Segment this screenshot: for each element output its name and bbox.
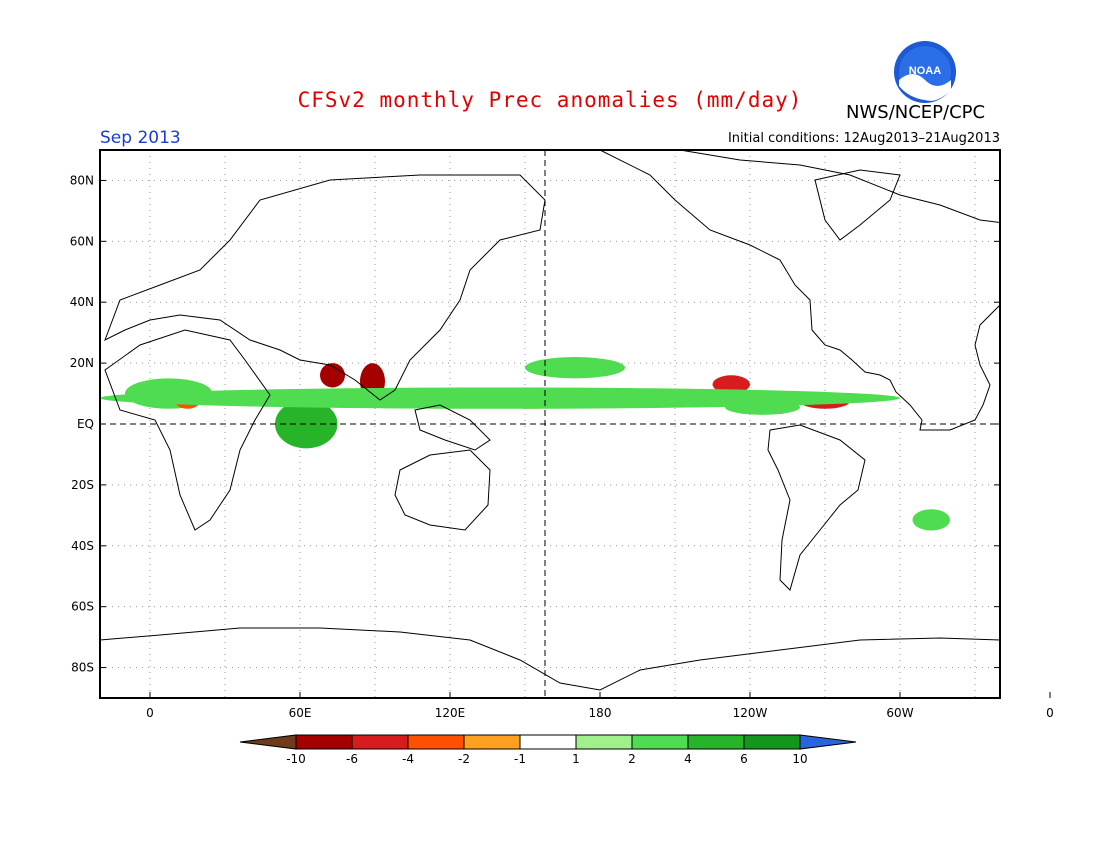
target-month: Sep 2013 bbox=[100, 128, 181, 148]
lon-tick-label: 0 bbox=[1046, 706, 1054, 720]
colorbar-cell bbox=[575, 734, 633, 750]
lon-tick-label: 120E bbox=[435, 706, 466, 720]
lat-tick-label: 80N bbox=[70, 173, 94, 187]
coast-south-america bbox=[767, 424, 866, 591]
lon-tick-label: 120W bbox=[733, 706, 768, 720]
anomaly-arabian-sea-dry bbox=[320, 363, 345, 388]
colorbar-arrow-low bbox=[239, 734, 297, 750]
colorbar-cell bbox=[743, 734, 801, 750]
colorbar-cell bbox=[687, 734, 745, 750]
noaa-logo: NOAA bbox=[893, 40, 957, 104]
colorbar-label: 4 bbox=[684, 752, 692, 766]
svg-text:NOAA: NOAA bbox=[909, 65, 941, 77]
lat-tick-label: EQ bbox=[77, 417, 94, 431]
colorbar-cell bbox=[631, 734, 689, 750]
colorbar-label: 1 bbox=[572, 752, 580, 766]
coast-antarctica bbox=[100, 627, 1000, 691]
anomaly-indian-ocean-wet bbox=[275, 399, 338, 449]
lat-tick-label: 80S bbox=[71, 661, 94, 675]
coast-australia bbox=[394, 449, 491, 531]
coast-indonesia bbox=[414, 404, 491, 451]
colorbar-cell bbox=[295, 734, 353, 750]
coastlines bbox=[100, 150, 1000, 691]
lon-tick-label: 60W bbox=[886, 706, 913, 720]
lat-tick-label: 40N bbox=[70, 295, 94, 309]
colorbar-label: 6 bbox=[740, 752, 748, 766]
lat-tick-label: 60S bbox=[71, 600, 94, 614]
colorbar-label: -1 bbox=[514, 752, 526, 766]
coast-africa bbox=[104, 329, 271, 531]
agency-label: NWS/NCEP/CPC bbox=[846, 102, 986, 123]
coast-north-america bbox=[599, 150, 1000, 431]
colorbar-label: 2 bbox=[628, 752, 636, 766]
anomaly-field bbox=[100, 357, 950, 531]
colorbar-cell bbox=[351, 734, 409, 750]
colorbar-cell bbox=[519, 734, 577, 750]
initial-conditions: Initial conditions: 12Aug2013–21Aug2013 bbox=[727, 131, 1000, 146]
coast-greenland bbox=[814, 169, 901, 241]
colorbar-arrow-high bbox=[799, 734, 857, 750]
colorbar-cell bbox=[407, 734, 465, 750]
colorbar-label: -10 bbox=[286, 752, 306, 766]
lat-tick-label: 20S bbox=[71, 478, 94, 492]
lat-tick-label: 40S bbox=[71, 539, 94, 553]
colorbar-label: -2 bbox=[458, 752, 470, 766]
colorbar-label: -6 bbox=[346, 752, 358, 766]
anomaly-central-pacific-wet bbox=[525, 357, 625, 379]
colorbar: -10 -6 -4 -2 -1 1 2 4 6 10 bbox=[239, 734, 857, 766]
lat-tick-label: 20N bbox=[70, 356, 94, 370]
lon-tick-label: 180 bbox=[589, 706, 612, 720]
colorbar-cell bbox=[463, 734, 521, 750]
anomaly-east-pacific-dry bbox=[712, 375, 750, 394]
anomaly-atlantic-wet bbox=[100, 387, 900, 409]
colorbar-label: 10 bbox=[792, 752, 807, 766]
map-gridlines bbox=[100, 150, 1000, 698]
colorbar-label: -4 bbox=[402, 752, 414, 766]
lon-tick-label: 0 bbox=[146, 706, 154, 720]
page-title: CFSv2 monthly Prec anomalies (mm/day) bbox=[297, 88, 803, 112]
coast-europe-asia bbox=[104, 174, 546, 401]
lon-tick-label: 60E bbox=[289, 706, 312, 720]
lat-tick-label: 60N bbox=[70, 234, 94, 248]
anomaly-south-america-wet bbox=[912, 509, 950, 531]
